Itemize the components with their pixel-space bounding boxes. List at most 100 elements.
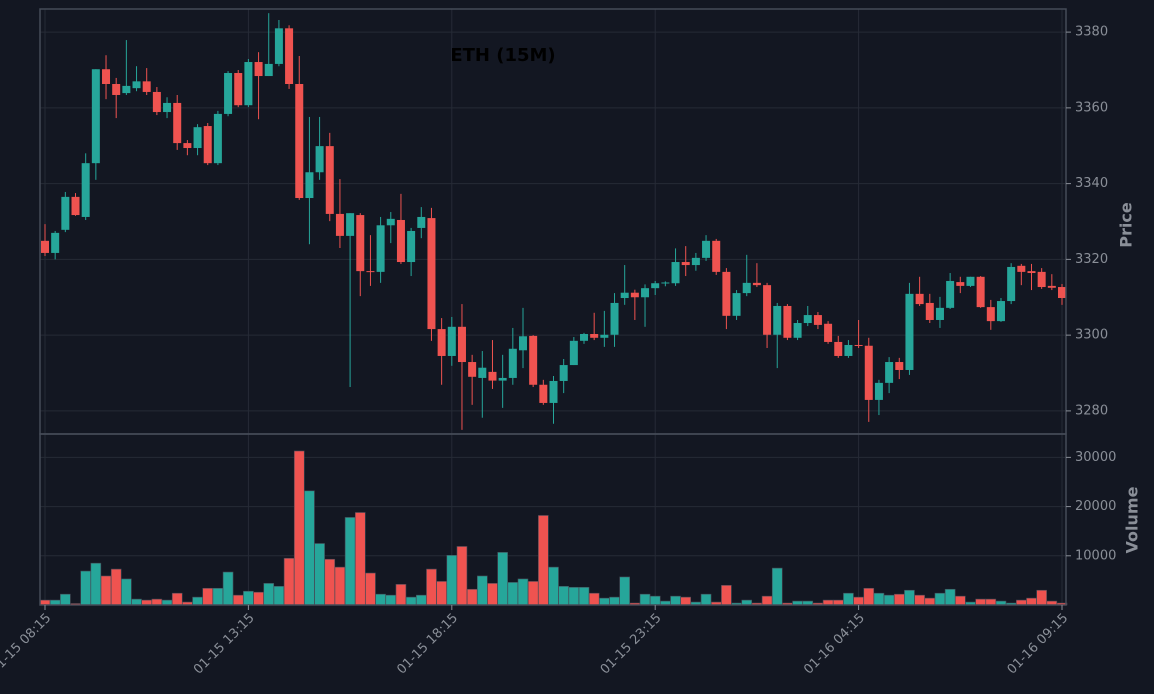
candle-body — [905, 293, 914, 370]
candle-body — [508, 348, 517, 378]
price-axis-label: Price — [1117, 202, 1136, 248]
candle-body — [976, 276, 985, 308]
candle-body — [457, 326, 466, 363]
candle-body — [844, 344, 853, 356]
candle-body — [630, 292, 639, 298]
volume-bar — [121, 578, 132, 606]
y-tick-label: 30000 — [1075, 450, 1116, 465]
candle-body — [41, 240, 49, 253]
volume-bar — [538, 515, 549, 606]
volume-bar — [80, 570, 91, 606]
candle-body — [773, 305, 782, 335]
volume-bar — [90, 562, 102, 606]
volume-bar — [171, 592, 183, 606]
candle-body — [366, 271, 375, 273]
candle-body — [91, 69, 100, 164]
candle-body — [152, 91, 161, 113]
volume-bar — [761, 595, 773, 606]
volume-bar — [192, 596, 203, 606]
volume-bar — [131, 598, 142, 606]
volume-bar — [670, 595, 681, 606]
candle-body — [691, 257, 700, 266]
volume-bar — [466, 588, 478, 606]
volume-bar — [700, 593, 712, 606]
grid-layer — [40, 9, 1066, 605]
volume-bar — [609, 596, 620, 606]
candle-body — [1017, 265, 1026, 272]
candle-body — [946, 280, 955, 308]
candle-body — [996, 301, 1005, 322]
volume-bar — [273, 586, 285, 606]
candle-body — [935, 307, 944, 320]
candle-body — [600, 334, 609, 338]
candle-body — [244, 62, 253, 106]
volume-bar — [639, 593, 651, 606]
candle-body — [661, 282, 670, 284]
candle-body — [295, 84, 304, 199]
volume-bar — [283, 557, 295, 606]
candle-body — [742, 282, 751, 294]
volume-bar — [934, 592, 946, 606]
candle-body — [793, 323, 802, 338]
candle-body — [274, 28, 283, 64]
candle-body — [681, 262, 690, 266]
volume-bar — [588, 592, 600, 606]
candle-body — [874, 382, 883, 400]
candle-body — [864, 345, 873, 400]
volume-bar — [954, 595, 966, 606]
volume-bar — [904, 589, 915, 606]
candle-body — [356, 215, 365, 272]
volume-bar — [843, 592, 854, 606]
candle-body — [834, 341, 843, 356]
volume-bar — [375, 593, 386, 606]
volume-bar — [975, 598, 986, 606]
candle-body — [51, 232, 60, 253]
candle-body — [885, 362, 894, 383]
volume-bar — [507, 582, 519, 606]
volume-bar — [1026, 597, 1037, 606]
volume-bar — [863, 587, 875, 606]
candle-body — [1027, 271, 1036, 274]
candle-body — [122, 85, 131, 94]
chart-title: ETH (15M) — [450, 45, 555, 66]
volume-bar — [293, 450, 305, 606]
candle-body — [396, 219, 405, 263]
candle-body — [539, 384, 548, 403]
candle-body — [569, 340, 578, 366]
volume-bar — [426, 568, 437, 606]
candle-body — [732, 293, 741, 316]
candle-body — [224, 73, 233, 114]
candle-body — [956, 282, 965, 286]
volume-bar — [599, 597, 610, 606]
volume-bar — [385, 594, 397, 606]
candle-body — [447, 326, 456, 356]
volume-bar — [304, 490, 315, 606]
volume-bar — [263, 583, 275, 606]
candle-body — [285, 28, 294, 84]
candle-body — [671, 262, 680, 284]
volume-panel-frame — [39, 433, 1067, 606]
candle-body — [610, 302, 619, 335]
candle-body — [112, 84, 121, 95]
volume-bar — [222, 571, 234, 606]
volume-bar — [477, 575, 488, 606]
candle-body — [346, 213, 355, 236]
volume-bar — [253, 591, 264, 606]
candle-body — [183, 143, 192, 149]
volume-bar — [985, 598, 997, 606]
candle-body — [722, 271, 731, 316]
candle-body — [803, 315, 812, 324]
candle-body — [620, 292, 629, 299]
candle-body — [376, 225, 385, 272]
y-tick-label: 3360 — [1075, 100, 1108, 115]
volume-bar — [944, 588, 956, 606]
candle-body — [478, 367, 487, 378]
volume-bar — [60, 593, 71, 606]
candle-body — [142, 81, 151, 92]
volume-bar — [314, 543, 325, 606]
y-tick-label: 3380 — [1075, 25, 1108, 40]
candle-body — [1037, 271, 1046, 288]
candle-body — [488, 371, 497, 381]
volume-bar — [324, 558, 336, 606]
